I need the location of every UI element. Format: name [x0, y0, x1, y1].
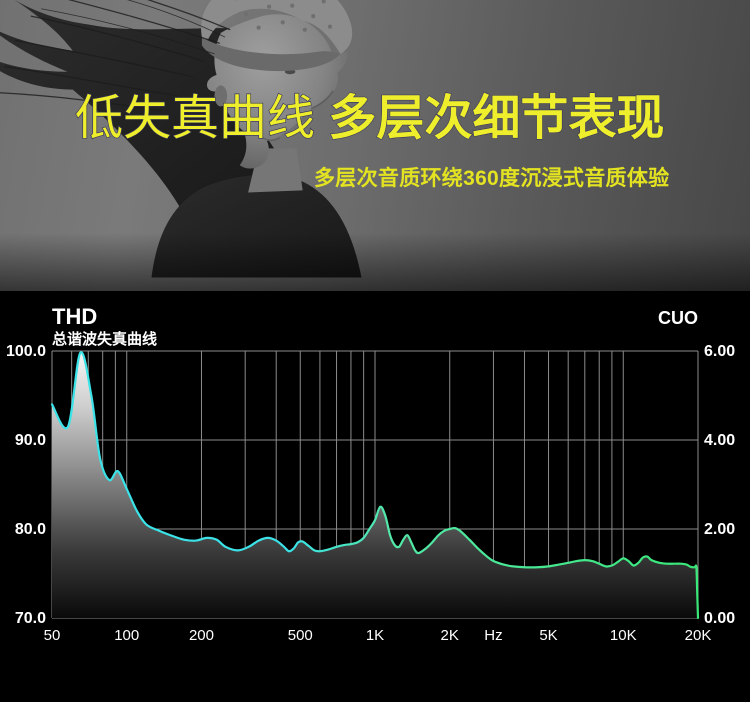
svg-text:100: 100 — [114, 627, 139, 644]
svg-text:20K: 20K — [685, 627, 712, 644]
svg-text:90.0: 90.0 — [15, 432, 46, 449]
svg-text:80.0: 80.0 — [15, 521, 46, 538]
svg-text:0.00: 0.00 — [704, 610, 735, 627]
svg-text:500: 500 — [288, 627, 313, 644]
svg-text:Hz: Hz — [484, 627, 502, 644]
svg-text:2.00: 2.00 — [704, 521, 735, 538]
svg-text:4.00: 4.00 — [704, 432, 735, 449]
svg-text:6.00: 6.00 — [704, 343, 735, 360]
svg-text:THD: THD — [52, 304, 97, 329]
svg-text:2K: 2K — [441, 627, 459, 644]
svg-text:5K: 5K — [539, 627, 557, 644]
svg-text:100.0: 100.0 — [6, 343, 46, 360]
svg-text:50: 50 — [44, 627, 61, 644]
svg-text:CUO: CUO — [658, 308, 698, 328]
svg-text:总谐波失真曲线: 总谐波失真曲线 — [52, 330, 157, 348]
svg-text:10K: 10K — [610, 627, 637, 644]
svg-text:1K: 1K — [366, 627, 384, 644]
svg-text:200: 200 — [189, 627, 214, 644]
svg-text:70.0: 70.0 — [15, 610, 46, 627]
